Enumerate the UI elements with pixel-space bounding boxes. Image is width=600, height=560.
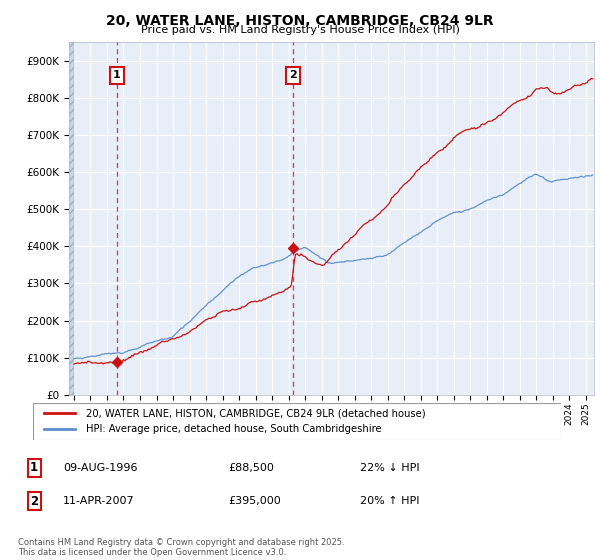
Text: 1: 1 [30, 461, 38, 474]
Text: 2: 2 [289, 71, 297, 81]
Text: 11-APR-2007: 11-APR-2007 [63, 496, 134, 506]
Text: 20, WATER LANE, HISTON, CAMBRIDGE, CB24 9LR (detached house): 20, WATER LANE, HISTON, CAMBRIDGE, CB24 … [86, 408, 425, 418]
Text: 2: 2 [30, 494, 38, 508]
Text: Price paid vs. HM Land Registry's House Price Index (HPI): Price paid vs. HM Land Registry's House … [140, 25, 460, 35]
Text: 20, WATER LANE, HISTON, CAMBRIDGE, CB24 9LR: 20, WATER LANE, HISTON, CAMBRIDGE, CB24 … [106, 14, 494, 28]
Text: Contains HM Land Registry data © Crown copyright and database right 2025.
This d: Contains HM Land Registry data © Crown c… [18, 538, 344, 557]
Text: 1: 1 [113, 71, 121, 81]
Text: 20% ↑ HPI: 20% ↑ HPI [360, 496, 419, 506]
Text: 09-AUG-1996: 09-AUG-1996 [63, 463, 137, 473]
Text: £395,000: £395,000 [228, 496, 281, 506]
Text: 22% ↓ HPI: 22% ↓ HPI [360, 463, 419, 473]
Text: £88,500: £88,500 [228, 463, 274, 473]
Bar [69, 42, 74, 395]
Text: HPI: Average price, detached house, South Cambridgeshire: HPI: Average price, detached house, Sout… [86, 424, 382, 435]
